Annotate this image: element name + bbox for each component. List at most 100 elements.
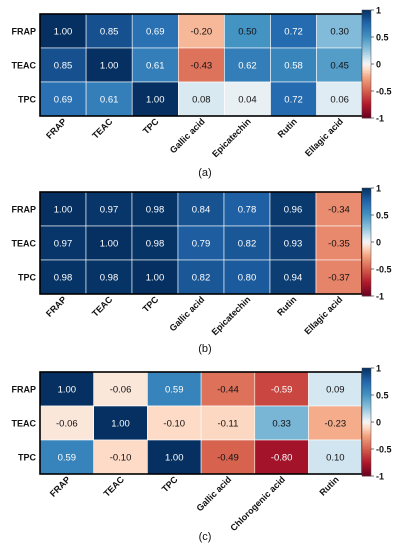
cell-value-label: 0.69	[54, 95, 73, 106]
colorbar-segment	[362, 233, 371, 236]
heatmap-cell	[39, 259, 87, 295]
cell-value-label: 0.97	[100, 205, 119, 216]
colorbar-segment	[362, 429, 371, 432]
column-label: Gallic acid	[194, 474, 233, 513]
colorbar-segment	[362, 83, 371, 86]
heatmap-cell	[85, 259, 133, 295]
row-label: TEAC	[12, 239, 37, 249]
row-label: FRAP	[12, 27, 37, 37]
colorbar-segment	[362, 261, 371, 264]
colorbar-segment	[362, 243, 371, 246]
column-label: Rutin	[317, 474, 340, 497]
heatmap-cell	[131, 81, 179, 117]
colorbar-segment	[362, 51, 371, 54]
column-label: TPC	[160, 474, 180, 494]
colorbar-segment	[362, 400, 371, 403]
colorbar-segment	[362, 265, 371, 268]
heatmap-panel: 1.00 -0.06 0.59 -0.44 -0.59 0.09 -0.06 1.00 -0.1…	[12, 364, 392, 544]
cell-value-label: -0.06	[56, 419, 78, 430]
colorbar-segment	[362, 46, 371, 49]
colorbar-segment	[362, 279, 371, 282]
colorbar-segment	[362, 256, 371, 259]
cell-value-label: 1.00	[100, 239, 119, 250]
colorbar-segment	[362, 449, 371, 452]
colorbar-segment	[362, 393, 371, 396]
colorbar-tick-label: 0.5	[376, 33, 389, 43]
cell-value-label: 0.98	[146, 239, 165, 250]
colorbar-segment	[362, 461, 371, 464]
colorbar-segment	[362, 116, 371, 119]
colorbar-segment	[362, 414, 371, 417]
colorbar-segment	[362, 468, 371, 471]
heatmap-cell	[177, 191, 225, 227]
colorbar-segment	[362, 58, 371, 61]
heatmap-cell	[93, 405, 148, 441]
colorbar-segment	[362, 103, 371, 106]
column-label: Rutin	[275, 294, 298, 317]
heatmap-cell	[270, 81, 317, 117]
colorbar-segment	[362, 17, 371, 20]
colorbar-tick-label: -1	[376, 292, 384, 302]
colorbar-segment	[362, 96, 371, 99]
colorbar-tick-label: 1	[376, 184, 381, 194]
colorbar-segment	[362, 49, 371, 52]
heatmap-cell	[39, 13, 87, 49]
colorbar-segment	[362, 398, 371, 401]
colorbar-segment	[362, 420, 371, 423]
colorbar-segment	[362, 254, 371, 257]
colorbar-segment	[362, 251, 371, 254]
colorbar-segment	[362, 270, 371, 273]
cell-value-label: -0.37	[328, 273, 350, 284]
colorbar-tick-label: -1	[376, 114, 384, 124]
row-label: TPC	[18, 273, 37, 283]
row-label: FRAP	[12, 385, 37, 395]
heatmap-cell	[85, 13, 133, 49]
column-label: FRAP	[48, 474, 72, 498]
colorbar-segment	[362, 427, 371, 430]
colorbar-segment	[362, 74, 371, 77]
colorbar-segment	[362, 432, 371, 435]
cell-value-label: 0.50	[238, 27, 257, 38]
column-label: FRAP	[44, 294, 68, 318]
colorbar-segment	[362, 82, 371, 85]
colorbar-segment	[362, 53, 371, 56]
colorbar-segment	[362, 387, 371, 390]
column-label: Ellagic acid	[302, 294, 344, 336]
colorbar-segment	[362, 378, 371, 381]
cell-value-label: -0.49	[217, 453, 239, 464]
heatmap-cell	[147, 405, 202, 441]
colorbar-segment	[362, 377, 371, 380]
heatmap-cell	[39, 371, 95, 407]
colorbar-segment	[362, 19, 371, 22]
colorbar-segment	[362, 29, 371, 32]
colorbar-segment	[362, 28, 371, 31]
colorbar-segment	[362, 438, 371, 441]
colorbar-segment	[362, 269, 371, 272]
colorbar-segment	[362, 249, 371, 252]
colorbar-segment	[362, 222, 371, 225]
heatmap-cell	[85, 191, 133, 227]
cell-value-label: 0.97	[54, 239, 73, 250]
colorbar-segment	[362, 425, 371, 428]
colorbar-segment	[362, 37, 371, 40]
colorbar-segment	[362, 396, 371, 399]
colorbar-segment	[362, 216, 371, 219]
colorbar-segment	[362, 463, 371, 466]
cell-value-label: 0.61	[100, 95, 119, 106]
cell-value-label: -0.10	[110, 453, 132, 464]
cell-value-label: 0.98	[100, 273, 119, 284]
cell-value-label: 0.94	[284, 273, 303, 284]
colorbar-segment	[362, 38, 371, 41]
heatmap-cell	[224, 81, 271, 117]
colorbar-segment	[362, 368, 371, 371]
row-label: TPC	[18, 453, 37, 463]
colorbar-segment	[362, 236, 371, 239]
colorbar-segment	[362, 436, 371, 439]
colorbar-segment	[362, 60, 371, 63]
colorbar-segment	[362, 10, 371, 13]
colorbar-segment	[362, 445, 371, 448]
colorbar-segment	[362, 229, 371, 232]
cell-value-label: 0.59	[165, 385, 184, 396]
colorbar-segment	[362, 283, 371, 286]
